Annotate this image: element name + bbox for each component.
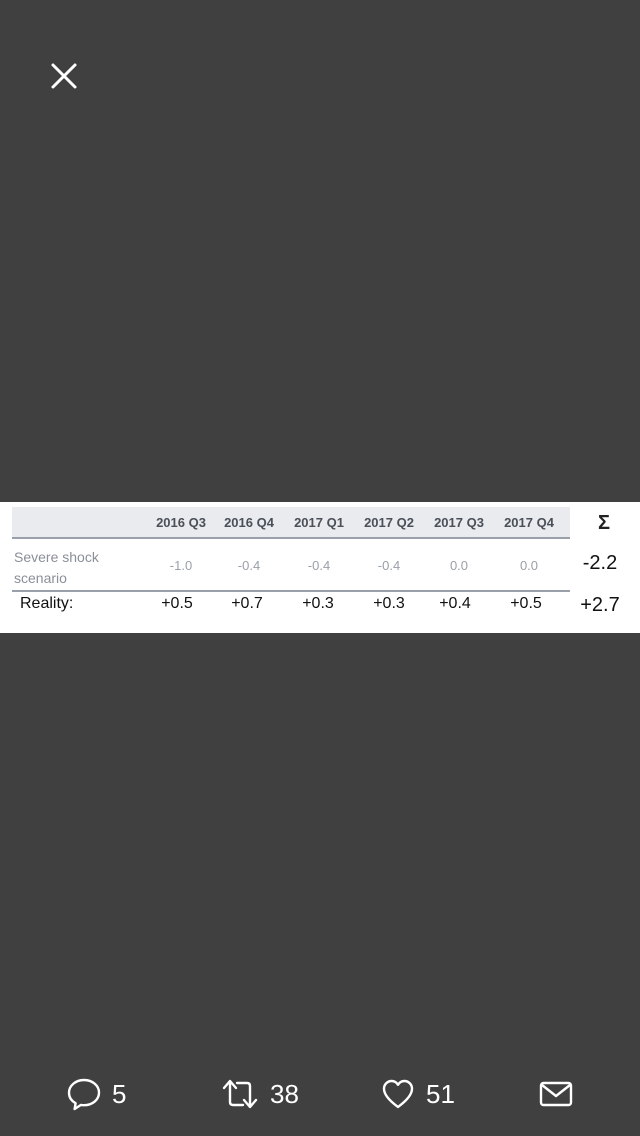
column-header-2017-q4: 2017 Q4 xyxy=(504,515,554,530)
shock-value-2016-q3: -1.0 xyxy=(169,558,193,573)
shock-value-2016-q4: -0.4 xyxy=(237,558,261,573)
sum-header: Σ xyxy=(597,512,610,534)
like-count: 51 xyxy=(426,1078,455,1109)
shock-value-2017-q1: -0.4 xyxy=(307,558,331,573)
reality-value-2016-q3: +0.5 xyxy=(161,595,193,612)
row-divider xyxy=(12,590,570,592)
like-button[interactable]: 51 xyxy=(380,1066,455,1122)
heart-icon xyxy=(382,1079,414,1109)
close-button[interactable] xyxy=(40,52,88,100)
retweet-button[interactable]: 38 xyxy=(220,1066,299,1122)
row-label-severe-shock: Severe shock scenario xyxy=(14,549,99,586)
reality-value-2017-q4: +0.5 xyxy=(510,595,542,612)
reality-value-2017-q1: +0.3 xyxy=(302,595,334,612)
column-header-2017-q2: 2017 Q2 xyxy=(364,515,414,530)
column-header-2016-q4: 2016 Q4 xyxy=(224,515,274,530)
direct-message-button[interactable] xyxy=(538,1066,574,1122)
row-label-reality: Reality: xyxy=(20,595,74,612)
column-header-2017-q3: 2017 Q3 xyxy=(434,515,484,530)
table-header-band xyxy=(12,507,570,537)
shock-value-2017-q3: 0.0 xyxy=(449,558,469,573)
shock-value-2017-q4: 0.0 xyxy=(519,558,539,573)
column-header-2017-q1: 2017 Q1 xyxy=(294,515,344,530)
reply-button[interactable]: 5 xyxy=(66,1066,126,1122)
column-header-2016-q3: 2016 Q3 xyxy=(156,515,206,530)
reply-count: 5 xyxy=(112,1078,127,1109)
reality-sum: +2.7 xyxy=(580,594,620,616)
reply-icon xyxy=(67,1078,101,1111)
shock-sum: -2.2 xyxy=(582,552,618,574)
tweet-image[interactable]: 2016 Q3 2016 Q4 2017 Q1 2017 Q2 2017 Q3 … xyxy=(0,502,640,633)
reality-value-2017-q3: +0.4 xyxy=(439,595,471,612)
reality-value-2017-q2: +0.3 xyxy=(373,595,405,612)
retweet-count: 38 xyxy=(270,1078,299,1109)
shock-value-2017-q2: -0.4 xyxy=(377,558,401,573)
header-divider xyxy=(12,537,570,539)
tweet-actions-bar: 5 38 51 xyxy=(0,1066,640,1122)
close-icon xyxy=(51,63,77,89)
retweet-icon xyxy=(222,1079,258,1109)
gdp-table: 2016 Q3 2016 Q4 2017 Q1 2017 Q2 2017 Q3 … xyxy=(0,502,640,633)
reality-value-2016-q4: +0.7 xyxy=(231,595,263,612)
mail-icon xyxy=(539,1081,573,1107)
